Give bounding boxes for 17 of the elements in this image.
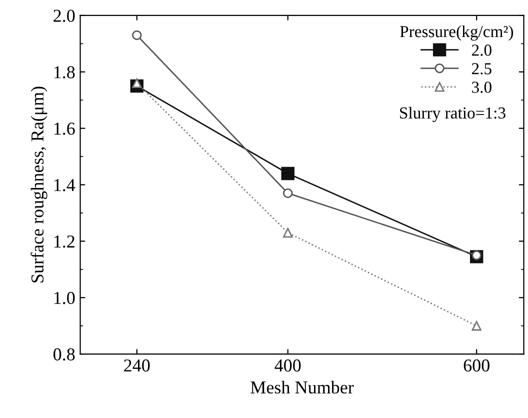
x-tick-label: 600 [464, 359, 490, 372]
legend-label: 3.0 [472, 82, 492, 93]
legend-title: Pressure(kg/cm²) [400, 25, 514, 41]
y-tick-label: 0.8 [54, 348, 75, 361]
annotation: Slurry ratio=1:3 [400, 106, 506, 122]
y-tick-label: 1.2 [54, 235, 74, 248]
y-tick-label: 1.0 [54, 292, 75, 304]
legend-label: 2.0 [472, 44, 492, 56]
y-axis-title: Surface roughness, Ra(μm) [30, 86, 48, 282]
x-tick-label: 400 [274, 359, 301, 372]
y-tick-label: 1.8 [54, 66, 75, 78]
x-axis-title: Mesh Number [250, 380, 354, 394]
y-tick-label: 1.4 [54, 179, 76, 192]
y-tick-label: 1.6 [54, 122, 75, 135]
legend-label: 2.5 [472, 63, 492, 74]
x-tick-label: 240 [124, 359, 150, 372]
y-tick-label: 2.0 [54, 10, 75, 22]
